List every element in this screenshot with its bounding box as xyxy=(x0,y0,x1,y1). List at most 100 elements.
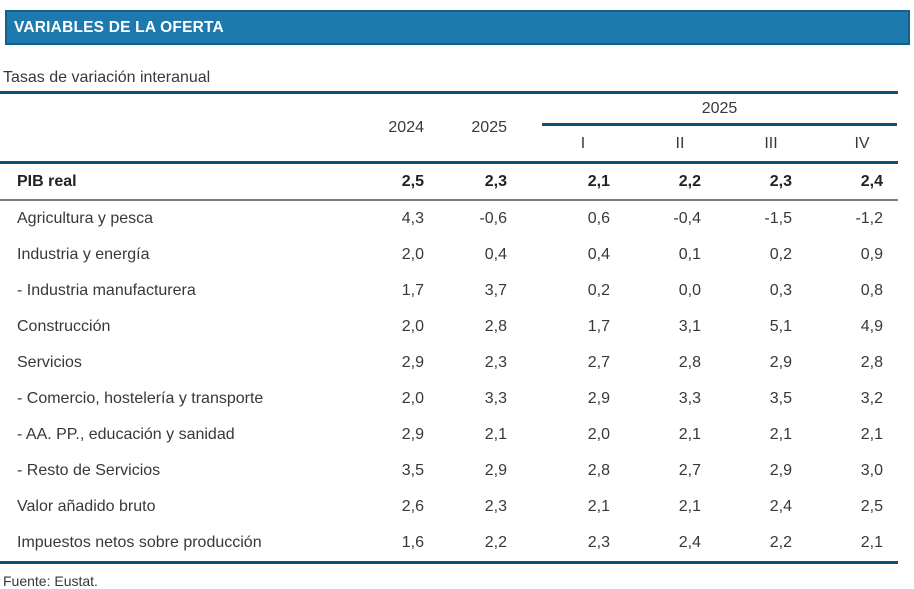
row-label: Valor añadido bruto xyxy=(17,498,156,515)
table-row: Impuestos netos sobre producción 1,6 2,2… xyxy=(0,525,899,564)
cell-value: 2,2 xyxy=(625,162,716,201)
section-title: VARIABLES DE LA OFERTA xyxy=(14,18,224,36)
table-row: Agricultura y pesca 4,3 -0,6 0,6 -0,4 -1… xyxy=(0,200,898,237)
cell-value: 2,4 xyxy=(625,525,716,564)
cell-value: 0,2 xyxy=(769,246,792,263)
cell-value: 2,7 xyxy=(678,462,701,479)
cell-value: 2,1 xyxy=(522,162,625,201)
cell-value: 3,7 xyxy=(484,282,507,299)
cell-value: 2,2 xyxy=(439,525,522,564)
row-label: Construcción xyxy=(17,318,111,335)
cell-value: 3,5 xyxy=(401,462,424,479)
row-label: - Resto de Servicios xyxy=(17,462,161,479)
cell-value: 2,6 xyxy=(401,498,424,515)
cell-value: 0,0 xyxy=(678,282,701,299)
cell-value: 2,0 xyxy=(587,426,610,443)
cell-value: 3,2 xyxy=(860,390,884,407)
cell-value: 0,1 xyxy=(678,246,701,263)
cell-value: 0,9 xyxy=(860,246,884,263)
cell-value: 2,1 xyxy=(860,426,884,443)
cell-value: 0,2 xyxy=(587,282,610,299)
table-row: Servicios 2,9 2,3 2,7 2,8 2,9 2,8 xyxy=(0,345,898,381)
header-quarter-row: I II III IV xyxy=(0,126,899,164)
cell-value: 2,3 xyxy=(484,498,507,515)
cell-value: 2,9 xyxy=(401,354,424,371)
row-label: Industria y energía xyxy=(17,246,150,263)
table-row: - Resto de Servicios 3,5 2,9 2,8 2,7 2,9… xyxy=(0,453,898,489)
table-row: Industria y energía 2,0 0,4 0,4 0,1 0,2 … xyxy=(0,237,898,273)
source-note: Fuente: Eustat. xyxy=(3,573,98,589)
cell-value: 2,1 xyxy=(769,426,792,443)
cell-value: 4,3 xyxy=(401,210,424,227)
cell-value: 5,1 xyxy=(769,318,792,335)
table-row-pib-real: PIB real 2,5 2,3 2,1 2,2 2,3 2,4 xyxy=(0,162,899,201)
header-group-row: 2024 2025 2025 xyxy=(0,92,898,164)
supply-variables-table: 2024 2025 2025 I II III IV PIB real 2,5 … xyxy=(0,91,899,564)
cell-value: 1,6 xyxy=(350,525,439,564)
cell-value: 3,5 xyxy=(769,390,792,407)
cell-value: 2,7 xyxy=(587,354,610,371)
column-header-q4: IV xyxy=(807,126,899,164)
cell-value: 2,3 xyxy=(484,354,507,371)
cell-value: 2,3 xyxy=(716,162,807,201)
cell-value: 2,1 xyxy=(678,498,701,515)
cell-value: 3,0 xyxy=(860,462,884,479)
cell-value: 2,9 xyxy=(484,462,507,479)
row-label: PIB real xyxy=(0,162,350,201)
column-header-q1: I xyxy=(522,126,625,164)
cell-value: 3,3 xyxy=(484,390,507,407)
cell-value: 2,5 xyxy=(860,498,884,515)
cell-value: 0,6 xyxy=(587,210,610,227)
table-row: Construcción 2,0 2,8 1,7 3,1 5,1 4,9 xyxy=(0,309,898,345)
cell-value: 0,4 xyxy=(484,246,507,263)
cell-value: 2,1 xyxy=(587,498,610,515)
quarter-group-label: 2025 xyxy=(542,94,898,126)
quarter-group-header: 2025 xyxy=(522,93,898,126)
cell-value: 2,9 xyxy=(401,426,424,443)
cell-value: 0,3 xyxy=(769,282,792,299)
cell-value: 2,1 xyxy=(807,525,899,564)
cell-value: 2,0 xyxy=(401,318,424,335)
cell-value: 2,9 xyxy=(769,354,792,371)
cell-value: -1,5 xyxy=(764,210,792,227)
cell-value: 2,8 xyxy=(587,462,610,479)
cell-value: 2,8 xyxy=(860,354,884,371)
row-label: - Industria manufacturera xyxy=(17,282,196,299)
column-header-2024: 2024 xyxy=(350,92,439,164)
cell-value: 2,4 xyxy=(807,162,899,201)
corner-cell xyxy=(0,92,350,164)
cell-value: 2,3 xyxy=(439,162,522,201)
cell-value: 2,0 xyxy=(401,390,424,407)
table-subtitle: Tasas de variación interanual xyxy=(3,69,211,86)
cell-value: -1,2 xyxy=(855,210,884,227)
cell-value: -0,4 xyxy=(673,210,701,227)
column-header-q2: II xyxy=(625,126,716,164)
cell-value: 2,8 xyxy=(678,354,701,371)
cell-value: 1,7 xyxy=(401,282,424,299)
table-row: - Industria manufacturera 1,7 3,7 0,2 0,… xyxy=(0,273,898,309)
cell-value: 2,0 xyxy=(401,246,424,263)
cell-value: 2,9 xyxy=(769,462,792,479)
row-label: Agricultura y pesca xyxy=(17,210,154,227)
row-label: - AA. PP., educación y sanidad xyxy=(17,426,235,443)
cell-value: 0,8 xyxy=(860,282,884,299)
cell-value: 3,1 xyxy=(678,318,701,335)
cell-value: 2,4 xyxy=(769,498,792,515)
cell-value: 2,1 xyxy=(484,426,507,443)
cell-value: 3,3 xyxy=(678,390,701,407)
section-title-bar: VARIABLES DE LA OFERTA xyxy=(5,10,910,45)
cell-value: 2,9 xyxy=(587,390,610,407)
cell-value: 2,8 xyxy=(484,318,507,335)
column-header-q3: III xyxy=(716,126,807,164)
table-row: - Comercio, hostelería y transporte 2,0 … xyxy=(0,381,898,417)
cell-value: 2,5 xyxy=(350,162,439,201)
row-label: - Comercio, hostelería y transporte xyxy=(17,390,264,407)
cell-value: 1,7 xyxy=(587,318,610,335)
row-label: Impuestos netos sobre producción xyxy=(0,525,350,564)
cell-value: 2,3 xyxy=(522,525,625,564)
column-header-2025: 2025 xyxy=(439,92,522,164)
table-row: Valor añadido bruto 2,6 2,3 2,1 2,1 2,4 … xyxy=(0,489,898,525)
cell-value: 0,4 xyxy=(587,246,610,263)
cell-value: 4,9 xyxy=(860,318,884,335)
